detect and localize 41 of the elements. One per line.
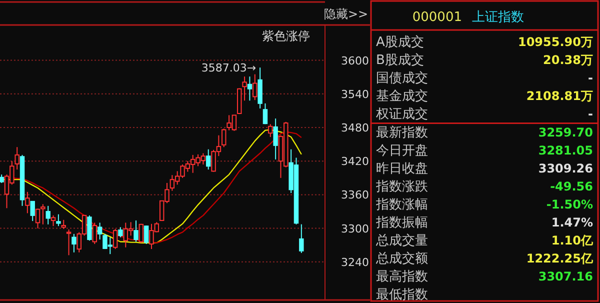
category-label: B股成交 bbox=[376, 52, 424, 68]
y-tick-label: 3540 bbox=[341, 88, 369, 101]
category-label: 指数振幅 bbox=[375, 216, 428, 230]
text: 3259.70 bbox=[538, 125, 593, 140]
y-tick-label: 3420 bbox=[341, 155, 369, 168]
category-label: 总成交额 bbox=[375, 250, 428, 267]
y-tick-label: 3480 bbox=[341, 121, 369, 134]
category-label: 最新指数 bbox=[376, 125, 428, 140]
text: 3307.16 bbox=[538, 270, 593, 284]
text: 2108.81万 bbox=[526, 89, 593, 104]
category-label: 最低指数 bbox=[376, 288, 428, 303]
text: 1.10亿 bbox=[551, 234, 593, 248]
text: - bbox=[588, 107, 593, 122]
y-tick-label: 3300 bbox=[341, 222, 369, 236]
category-label: 今日开盘 bbox=[376, 143, 428, 158]
text: -49.56 bbox=[550, 179, 593, 194]
text: 3281.05 bbox=[538, 143, 593, 158]
category-label: 权证成交 bbox=[375, 106, 428, 122]
text: 3309.26 bbox=[538, 161, 593, 176]
y-tick-label: 3360 bbox=[341, 188, 369, 202]
category-label: 指数涨跌 bbox=[375, 179, 428, 194]
text: 000001 bbox=[412, 10, 462, 25]
category-label: 总成交量 bbox=[375, 232, 428, 249]
y-tick-label: 3600 bbox=[341, 54, 369, 68]
category-label: 昨日收盘 bbox=[376, 161, 428, 176]
text: - bbox=[588, 71, 593, 86]
text: 10955.90万 bbox=[518, 35, 593, 49]
category-label: A股成交 bbox=[376, 34, 424, 50]
category-label: 最高指数 bbox=[376, 268, 428, 285]
y-tick-label: 3240 bbox=[341, 256, 369, 269]
annotation: 3587.03→ bbox=[201, 62, 256, 75]
text: 隐藏>> bbox=[324, 7, 368, 21]
text: 1.47% bbox=[551, 216, 593, 230]
text: -1.50% bbox=[546, 197, 593, 212]
text: 20.38万 bbox=[543, 53, 593, 68]
annotation: 紫色涨停 bbox=[262, 29, 310, 43]
category-label: 国债成交 bbox=[376, 70, 428, 86]
text: 上证指数 bbox=[472, 10, 524, 25]
category-label: 指数涨幅 bbox=[375, 197, 428, 212]
text: 1222.25亿 bbox=[526, 252, 593, 266]
category-label: 基金成交 bbox=[376, 88, 428, 104]
